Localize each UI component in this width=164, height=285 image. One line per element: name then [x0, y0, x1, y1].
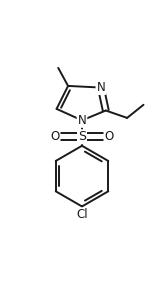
Text: S: S	[78, 130, 86, 143]
Text: Cl: Cl	[76, 208, 88, 221]
Text: O: O	[104, 130, 114, 143]
Text: N: N	[96, 81, 105, 94]
Text: N: N	[78, 114, 86, 127]
Text: O: O	[50, 130, 60, 143]
